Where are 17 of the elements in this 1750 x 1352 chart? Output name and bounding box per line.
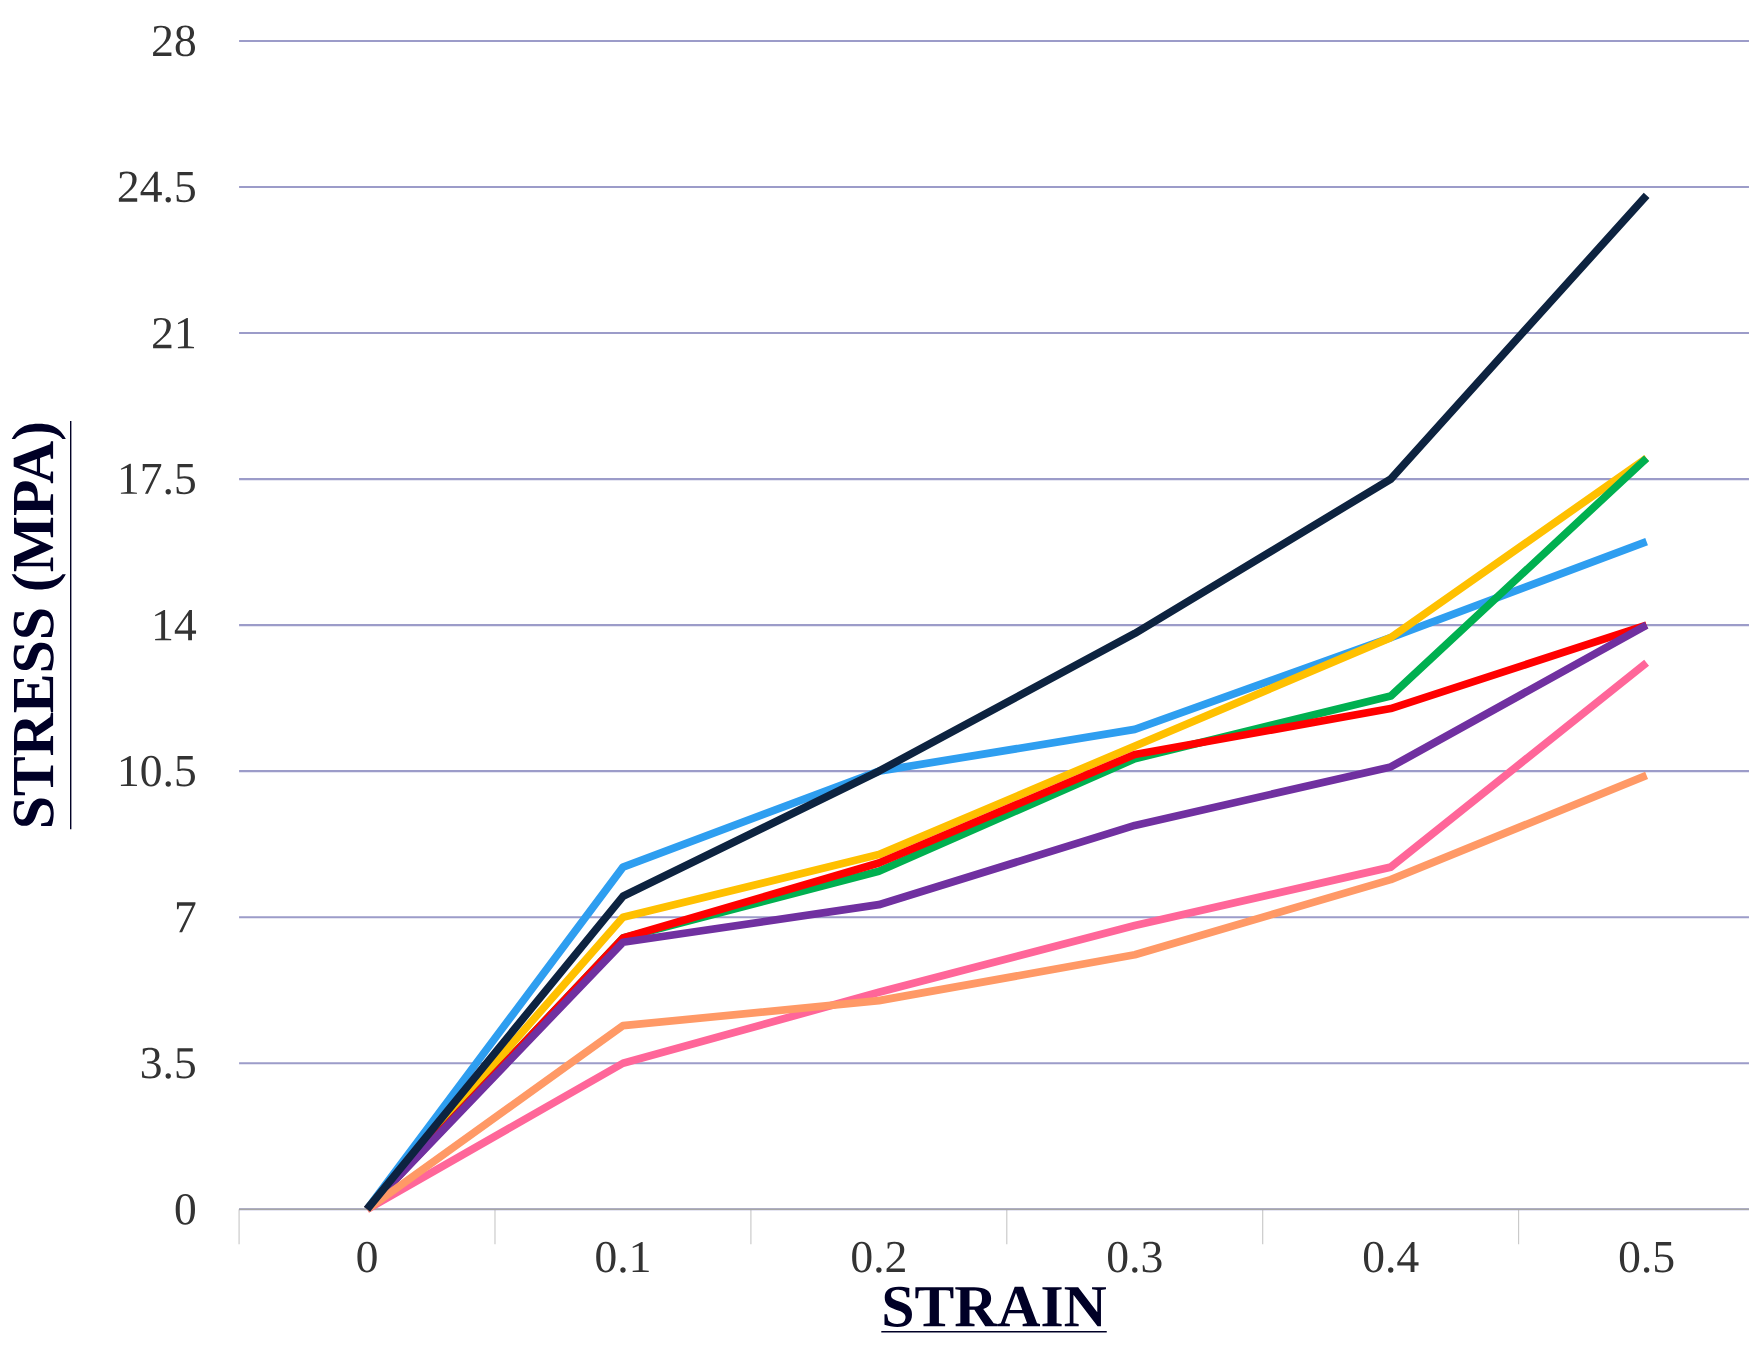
x-tick-label: 0.2 bbox=[852, 1241, 905, 1273]
y-tick-label: 21 bbox=[153, 317, 195, 349]
y-tick-label: 0 bbox=[175, 1193, 195, 1225]
x-tick-label: 0.4 bbox=[1363, 1241, 1419, 1273]
x-axis-title: STRAIN bbox=[884, 1286, 1106, 1327]
y-tick-label: 7 bbox=[176, 902, 196, 933]
y-tick-label: 24.5 bbox=[118, 171, 195, 203]
y-tick-label: 28 bbox=[153, 25, 195, 57]
x-tick-label: 0 bbox=[357, 1241, 377, 1273]
y-axis-title: STRESS (MPA) bbox=[11, 423, 66, 827]
x-tick-label: 0.1 bbox=[596, 1241, 649, 1273]
y-tick-label: 17.5 bbox=[120, 463, 195, 495]
y-tick-label: 14 bbox=[155, 610, 197, 641]
x-tick-label: 0.3 bbox=[1108, 1241, 1162, 1273]
y-tick-label: 3.5 bbox=[141, 1047, 195, 1079]
x-tick-label: 0.5 bbox=[1619, 1241, 1674, 1273]
y-tick-label: 10.5 bbox=[120, 755, 195, 787]
